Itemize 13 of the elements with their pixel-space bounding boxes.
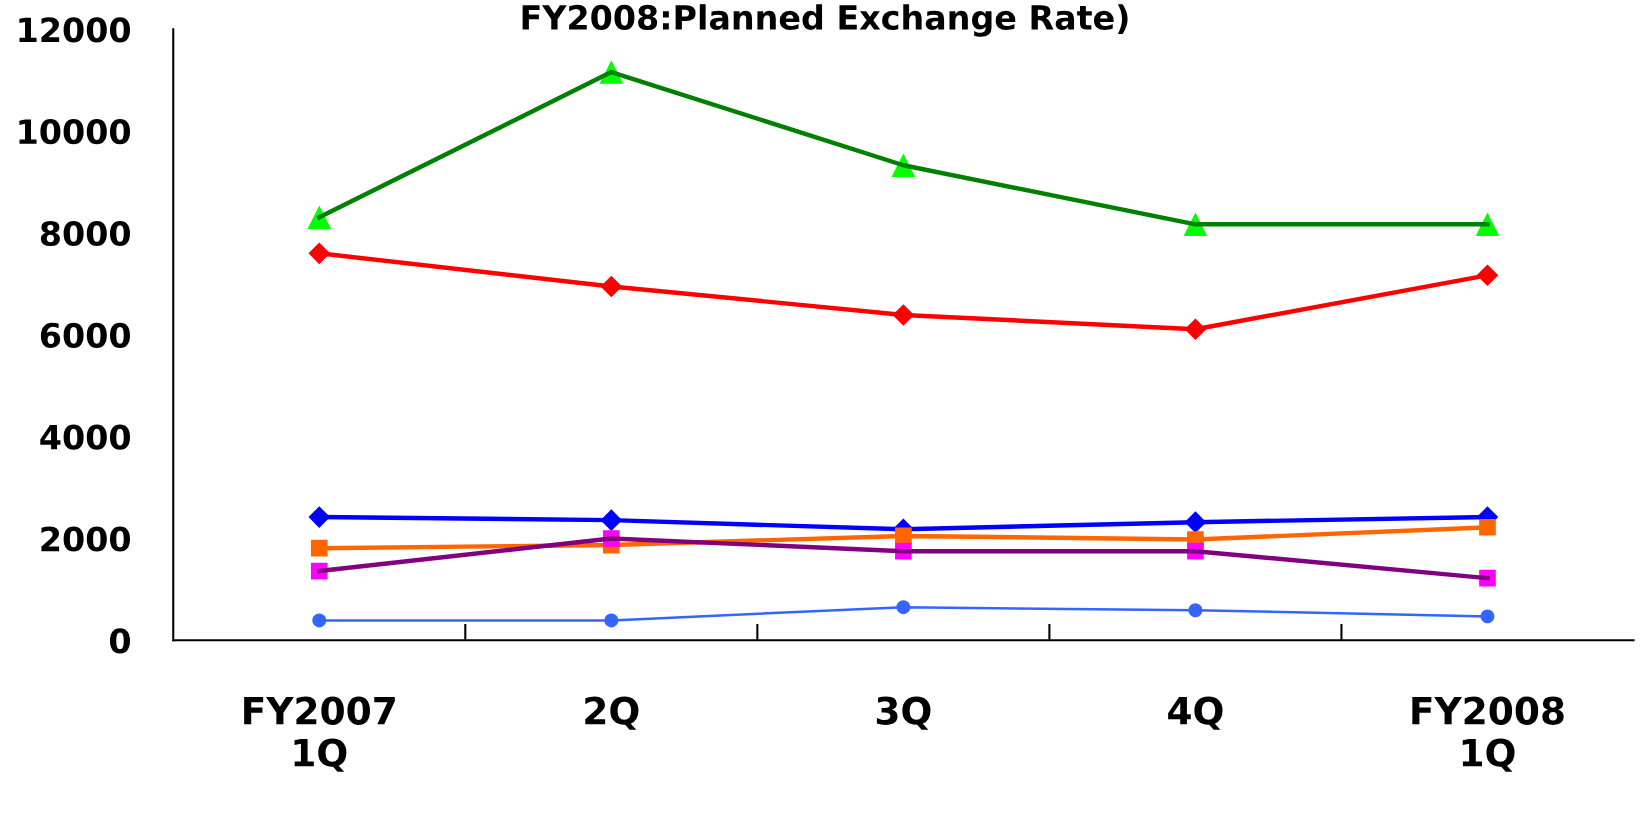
- y-tick-label: 2000: [41, 526, 130, 552]
- y-tick-label: 0: [109, 628, 130, 654]
- x-tick-label: FY2007 1Q: [244, 696, 395, 772]
- x-tick-label: FY2008 1Q: [1412, 696, 1564, 772]
- chart-title: FY2008:Planned Exchange Rate): [522, 4, 1128, 37]
- x-tick-label: 2Q: [585, 696, 639, 730]
- y-tick-label: 12000: [19, 17, 130, 43]
- y-tick-label: 8000: [40, 220, 130, 247]
- y-tick-label: 4000: [40, 424, 130, 450]
- x-tick-label: 4Q: [1168, 696, 1223, 730]
- y-tick-label: 10000: [19, 119, 130, 145]
- y-tick-label: 6000: [40, 322, 130, 348]
- x-tick-label: 3Q: [876, 696, 931, 730]
